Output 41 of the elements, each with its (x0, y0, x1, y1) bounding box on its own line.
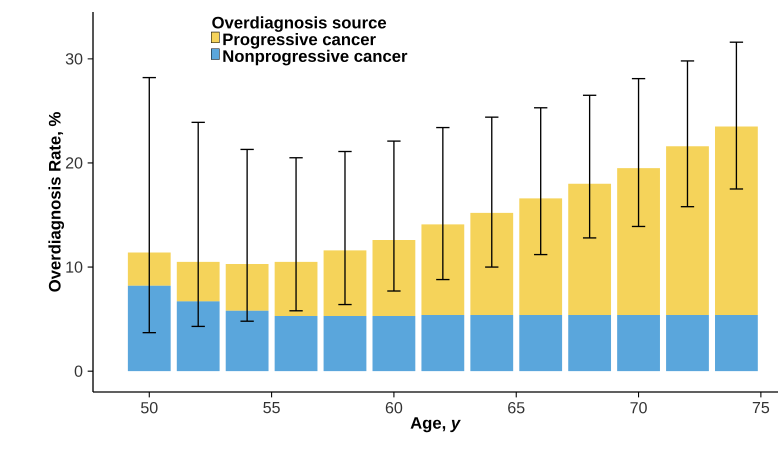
bar (666, 146, 709, 315)
bar (226, 264, 269, 311)
bar (226, 310, 269, 372)
bar (372, 240, 416, 316)
y-axis-title: Overdiagnosis Rate, % (48, 112, 64, 292)
bar (519, 198, 562, 315)
bar (421, 314, 464, 372)
legend-title: Overdiagnosis source (212, 16, 386, 32)
bar (715, 314, 758, 372)
bar (715, 126, 758, 315)
bar (274, 262, 318, 316)
x-tick-label: 55 (263, 402, 280, 414)
y-tick-label: 30 (66, 53, 82, 65)
bar (568, 184, 612, 315)
x-tick-label: 65 (508, 402, 524, 414)
x-tick-label: 75 (752, 402, 770, 414)
bar (470, 314, 514, 372)
bar (324, 316, 366, 372)
bar (666, 314, 709, 372)
legend-label: Nonprogressive cancer (223, 50, 408, 66)
x-tick-label: 60 (386, 402, 402, 414)
bar (470, 212, 514, 315)
bar (421, 224, 464, 315)
bar (128, 286, 171, 372)
bar (568, 314, 612, 372)
bar (372, 316, 416, 372)
legend-label: Progressive cancer (223, 33, 376, 49)
x-axis-title: Age, y (410, 417, 461, 432)
y-tick-label: 10 (66, 261, 82, 273)
bar (519, 314, 562, 372)
bar (274, 316, 318, 372)
bar (617, 314, 660, 372)
y-tick-label: 20 (66, 157, 82, 169)
bar (617, 168, 660, 315)
x-tick-label: 50 (141, 402, 158, 414)
bar (176, 262, 220, 302)
bar (176, 301, 220, 372)
bar (128, 252, 171, 286)
x-tick-label: 70 (630, 402, 647, 414)
bar (324, 250, 366, 316)
y-tick-label: 0 (74, 366, 82, 377)
